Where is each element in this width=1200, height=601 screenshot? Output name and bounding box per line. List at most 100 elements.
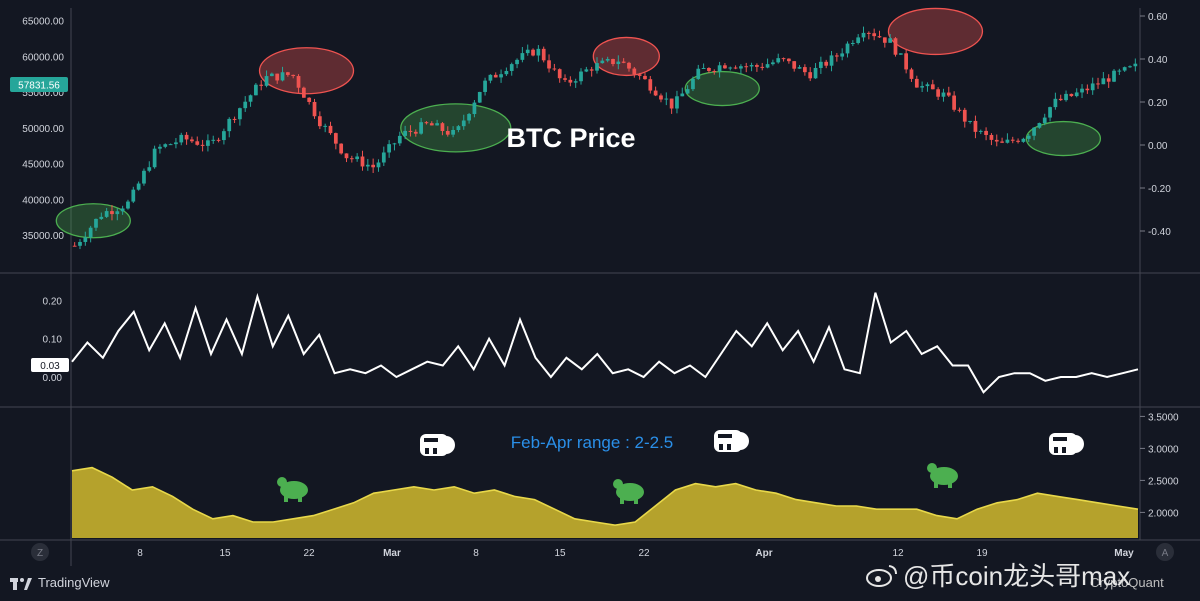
candle-body: [99, 216, 104, 219]
candle-body: [611, 58, 615, 65]
candle-body: [131, 189, 136, 202]
candle-body: [211, 139, 216, 141]
right-tick-label: 0.60: [1148, 12, 1168, 23]
tradingview-logo[interactable]: TradingView: [10, 575, 110, 590]
candle-body: [893, 38, 898, 55]
candle-body: [728, 67, 733, 69]
candle-body: [461, 120, 466, 127]
bull-icon: [927, 463, 958, 488]
candle-body: [685, 89, 690, 94]
candle-body: [333, 133, 338, 144]
candle-body: [973, 120, 978, 132]
candle-body: [744, 66, 749, 68]
indicator-axis[interactable]: 0.20 0.10 0.00: [43, 296, 63, 384]
area-tick-label: 2.0000: [1148, 508, 1179, 519]
candle-body: [584, 69, 589, 72]
candle-body: [1016, 140, 1020, 142]
candle-body: [866, 32, 871, 34]
candle-body: [200, 144, 205, 146]
area-axis[interactable]: 3.5000 3.0000 2.5000 2.0000: [1140, 412, 1179, 519]
candle-body: [691, 78, 695, 90]
candle-body: [397, 135, 402, 144]
candle-body: [749, 65, 754, 67]
area-tick-label: 3.0000: [1148, 444, 1179, 455]
candle-body: [1117, 70, 1122, 72]
candle-body: [1069, 93, 1074, 97]
candle-body: [285, 72, 290, 75]
candle-body: [328, 125, 333, 134]
candle-body: [88, 227, 93, 238]
candle-body: [317, 116, 322, 127]
candle-body: [877, 36, 882, 38]
candle-body: [270, 73, 274, 77]
candle-body: [808, 72, 813, 79]
bull-icon: [613, 479, 644, 504]
candle-body: [280, 72, 285, 81]
candle-body: [179, 134, 184, 143]
price-tick-label: 55000.00: [22, 88, 64, 99]
candle-body: [360, 156, 365, 167]
indicator-tick-label: 0.10: [43, 335, 63, 346]
price-tick-label: 65000.00: [22, 17, 64, 28]
candle-body: [1112, 70, 1116, 82]
price-axis[interactable]: 65000.00 60000.00 55000.00 50000.00 45000.00…: [22, 17, 64, 242]
candle-body: [957, 109, 962, 111]
candle-body: [1032, 127, 1036, 136]
candle-body: [898, 53, 903, 55]
candle-body: [701, 68, 706, 70]
candle-body: [818, 61, 823, 68]
candle-body: [232, 118, 237, 120]
candle-body: [509, 64, 514, 71]
price-tick-label: 40000.00: [22, 195, 64, 206]
candle-body: [525, 49, 530, 54]
candle-body: [984, 130, 988, 135]
candle-body: [413, 131, 418, 134]
price-tag-label: 57831.56: [18, 81, 60, 92]
candle-body: [1048, 107, 1052, 118]
candle-body: [195, 141, 200, 145]
indicator-tick-label: 0.20: [43, 296, 63, 307]
candle-body: [946, 92, 951, 96]
auto-scale-badge[interactable]: [1156, 543, 1174, 561]
candle-body: [477, 91, 482, 103]
candle-body: [126, 201, 130, 209]
candle-body: [472, 102, 477, 115]
candle-body: [797, 67, 802, 69]
candle-body: [840, 53, 845, 57]
candle-body: [1096, 83, 1100, 85]
tradingview-label: TradingView: [38, 575, 110, 590]
candle-body: [968, 120, 972, 122]
candle-body: [787, 58, 791, 62]
weibo-watermark: @币coin龙头哥max: [865, 556, 1130, 593]
candle-body: [467, 114, 471, 121]
candle-body: [856, 37, 861, 43]
candle-body: [600, 60, 605, 64]
candle-body: [190, 139, 194, 142]
time-axis[interactable]: 8 15 22 Mar 8 15 22 Apr 12 19 May: [137, 548, 1134, 559]
candle-body: [424, 122, 429, 124]
price-tick-label: 60000.00: [22, 52, 64, 63]
candle-body: [616, 61, 621, 65]
candle-body: [776, 58, 781, 63]
candle-body: [483, 80, 487, 92]
candle-body: [115, 211, 120, 215]
chart-canvas[interactable]: 65000.00 60000.00 55000.00 50000.00 45000.00…: [0, 0, 1200, 566]
timezone-badge[interactable]: [31, 543, 49, 561]
green-highlight-circle: [1025, 120, 1102, 157]
right-axis[interactable]: 0.60 0.40 0.20 0.00 -0.20 -0.40: [1140, 12, 1171, 238]
time-axis-label: May: [1114, 548, 1134, 559]
candle-body: [771, 62, 775, 65]
btc-price-label: BTC Price: [506, 123, 635, 153]
candle-body: [104, 211, 109, 217]
candle-body: [909, 69, 914, 79]
range-annotation: Feb-Apr range : 2-2.5: [511, 433, 674, 452]
candle-body: [952, 95, 956, 110]
candle-body: [643, 75, 647, 80]
candle-body: [936, 89, 940, 97]
bull-icon: [277, 477, 308, 502]
candle-body: [493, 74, 498, 78]
candle-body: [723, 65, 727, 69]
candle-body: [1101, 78, 1106, 85]
candle-body: [552, 68, 557, 70]
